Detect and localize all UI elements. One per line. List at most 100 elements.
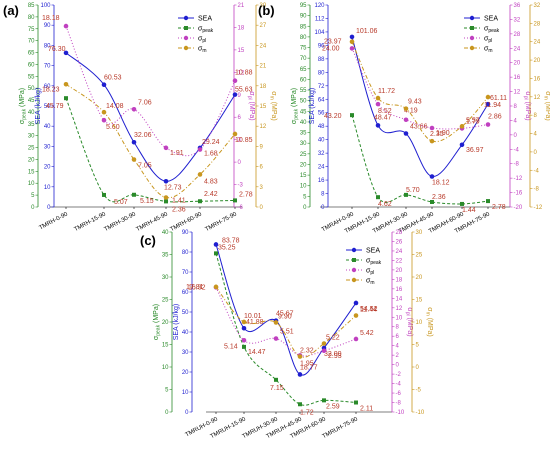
peak-tick-label: 10	[162, 365, 169, 371]
peak-tick-label: 70	[28, 39, 35, 45]
sea-tick-label: 104	[314, 30, 325, 36]
m-point	[273, 320, 279, 325]
peak-tick-label: 25	[28, 146, 35, 152]
pl-point	[101, 117, 107, 123]
pl-tick-label: 14	[396, 296, 403, 302]
legend-label: σpl	[366, 268, 374, 277]
pl-tick-label: 0	[396, 363, 400, 369]
sea-data-label: 32.00	[324, 351, 342, 358]
sea-tick-label: 48	[318, 124, 325, 130]
sea-tick-label: 80	[44, 43, 51, 49]
pl-data-label: 8.52	[378, 108, 392, 115]
m-tick-label: 21	[260, 64, 267, 70]
m-data-label: 9.43	[408, 99, 422, 106]
sea-point	[163, 178, 169, 184]
legend-label: σpl	[198, 36, 206, 45]
pl-data-label: 5.51	[280, 329, 294, 336]
pl-tick-label: 16	[514, 75, 521, 81]
peak-tick-label: 90	[300, 14, 307, 20]
pl-axis-title: σpl (MPa)	[523, 91, 532, 120]
pl-tick-label: 12	[514, 90, 521, 96]
peak-tick-label: 30	[300, 141, 307, 147]
sea-point	[375, 123, 381, 128]
m-point	[429, 138, 435, 144]
peak-tick-label: 10	[300, 184, 307, 190]
m-axis-title: σm (MPa)	[269, 91, 278, 121]
pl-tick-label: -20	[514, 205, 523, 211]
sea-point	[63, 50, 69, 56]
sea-tick-label: 30	[182, 350, 189, 356]
pl-tick-label: -4	[396, 382, 402, 388]
pl-point	[485, 122, 491, 127]
peak-point	[102, 192, 106, 197]
pl-point	[375, 101, 381, 107]
sea-tick-label: 96	[318, 43, 325, 49]
m-tick-label: 32	[534, 3, 541, 9]
peak-data-label: 7.15	[270, 385, 284, 392]
peak-axis-title: σpeak (MPa)	[291, 88, 300, 124]
sea-tick-label: 80	[318, 70, 325, 76]
sea-axis-title: SEA (kJ/kg)	[309, 88, 316, 125]
pl-data-label: 18.18	[42, 15, 60, 22]
sea-point	[485, 101, 491, 107]
peak-point	[64, 96, 68, 101]
sea-data-label: 55.63	[235, 87, 253, 94]
sea-point	[232, 92, 238, 97]
peak-point	[132, 192, 136, 197]
peak-point	[164, 199, 168, 204]
pl-point	[197, 147, 203, 152]
sea-data-label: 36.97	[466, 147, 484, 154]
sea-tick-label: 88	[318, 57, 325, 63]
peak-tick-label: 80	[28, 15, 35, 21]
pl-tick-label: 26	[396, 239, 403, 245]
legend-swatch-marker	[351, 247, 357, 253]
peak-point	[242, 344, 246, 349]
m-tick-label: 0	[416, 365, 420, 371]
m-tick-label: 30	[260, 3, 267, 9]
legend-swatch-marker	[469, 35, 475, 41]
m-data-label: 4.83	[204, 178, 218, 185]
m-tick-label: 3	[260, 185, 264, 191]
sea-tick-label: 72	[318, 84, 325, 90]
pl-axis-title: σpl (MPa)	[247, 91, 256, 120]
legend-swatch-marker	[183, 45, 189, 51]
pl-tick-label: 20	[396, 268, 403, 274]
m-tick-label: 28	[534, 21, 541, 27]
m-data-label: 24.00	[322, 46, 340, 53]
peak-tick-label: 5	[31, 193, 35, 199]
m-point	[297, 354, 303, 359]
peak-point	[274, 377, 278, 382]
pl-tick-label: -6	[238, 205, 244, 211]
peak-axis-title: σpeak (MPa)	[153, 304, 162, 340]
pl-tick-label: 8	[514, 104, 518, 110]
peak-tick-label: 5	[165, 388, 169, 394]
sea-data-label: 12.73	[164, 184, 182, 191]
legend-swatch-marker	[351, 277, 357, 283]
pl-tick-label: 24	[514, 46, 521, 52]
m-tick-label: 0	[260, 205, 264, 211]
sea-tick-label: 10	[182, 390, 189, 396]
peak-point	[214, 251, 218, 256]
pl-data-label: 10.88	[235, 70, 253, 77]
peak-tick-label: 25	[162, 298, 169, 304]
peak-tick-label: 85	[300, 24, 307, 30]
m-point	[459, 124, 465, 129]
sea-data-label: 18.77	[300, 364, 318, 371]
sea-data-label: 60.53	[104, 75, 122, 82]
m-tick-label: 25	[416, 253, 423, 259]
peak-tick-label: 25	[300, 152, 307, 158]
pl-data-label: 1.79	[466, 118, 480, 125]
m-point	[101, 109, 107, 115]
m-tick-label: 4	[534, 132, 538, 138]
legend-swatch-marker	[183, 35, 189, 41]
m-data-label: 2.35	[430, 131, 444, 138]
pl-tick-label: 10	[396, 315, 403, 321]
m-tick-label: 9	[260, 144, 264, 150]
m-point	[375, 95, 381, 101]
peak-tick-label: 15	[28, 169, 35, 175]
pl-tick-label: 12	[396, 306, 403, 312]
legend-swatch-marker	[469, 45, 475, 51]
sea-axis-title: SEA (kJ/kg)	[35, 88, 42, 125]
